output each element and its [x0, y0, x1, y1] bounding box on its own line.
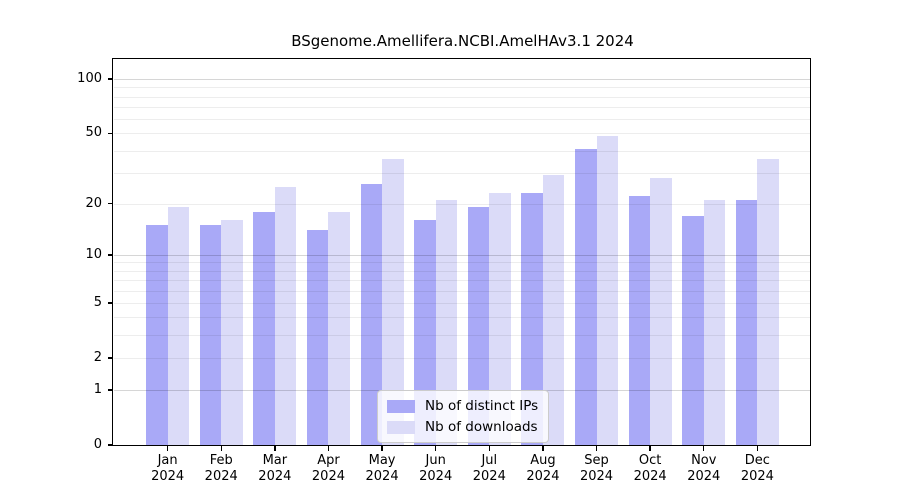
y-tick-mark-5	[108, 302, 113, 304]
y-tick-mark-0	[108, 444, 113, 446]
gridline-80	[114, 96, 811, 98]
bar-downloads-jun	[435, 199, 458, 445]
x-tick-mark-apr	[327, 446, 330, 451]
gridline-20	[114, 203, 811, 205]
bar-distinct-ips-dec	[735, 199, 758, 445]
y-tick-label-10: 10	[85, 246, 102, 262]
gridline-4	[114, 317, 811, 319]
gridline-8	[114, 270, 811, 272]
bar-downloads-feb	[221, 220, 243, 445]
y-tick-label-50: 50	[85, 125, 102, 141]
bar-distinct-ips-may	[360, 183, 383, 445]
y-tick-label-2: 2	[93, 349, 102, 365]
gridline-100	[114, 79, 811, 81]
x-tick-label-oct: Oct 2024	[633, 453, 667, 484]
bar-distinct-ips-jun	[414, 220, 436, 445]
bar-distinct-ips-oct	[628, 196, 651, 445]
bar-downloads-dec	[757, 158, 779, 445]
gridline-40	[114, 150, 811, 152]
legend-swatch-downloads	[387, 420, 415, 434]
gridline-10	[114, 254, 811, 256]
y-tick-label-5: 5	[93, 294, 102, 310]
bar-distinct-ips-apr	[306, 230, 329, 445]
x-tick-label-nov: Nov 2024	[687, 453, 721, 484]
y-tick-label-20: 20	[85, 195, 102, 211]
y-tick-label-100: 100	[77, 71, 102, 87]
bar-distinct-ips-mar	[253, 211, 275, 445]
bar-downloads-apr	[328, 211, 350, 445]
y-tick-mark-50	[108, 132, 113, 134]
x-tick-label-jun: Jun 2024	[419, 453, 453, 484]
bar-downloads-jul	[489, 193, 511, 445]
x-tick-label-dec: Dec 2024	[740, 453, 774, 484]
x-tick-label-may: May 2024	[365, 453, 399, 484]
bar-distinct-ips-nov	[682, 215, 704, 445]
gridline-30	[114, 172, 811, 174]
gridline-6	[114, 290, 811, 292]
gridline-60	[114, 119, 811, 121]
x-tick-mark-jan	[166, 446, 169, 451]
bar-downloads-oct	[650, 177, 672, 445]
x-tick-mark-feb	[220, 446, 222, 451]
x-tick-mark-aug	[542, 446, 544, 451]
gridline-2	[114, 357, 811, 359]
legend-entry-downloads: Nb of downloads	[387, 419, 538, 435]
bar-distinct-ips-feb	[199, 225, 222, 445]
gridline-50	[114, 133, 811, 135]
y-tick-label-0: 0	[93, 437, 102, 452]
plot-area: Nb of distinct IPs Nb of downloads	[114, 60, 811, 445]
bar-distinct-ips-sep	[575, 148, 597, 445]
bar-downloads-mar	[274, 186, 297, 445]
x-tick-mark-sep	[595, 446, 598, 451]
legend: Nb of distinct IPs Nb of downloads	[377, 390, 550, 443]
gridline-5	[114, 302, 811, 304]
y-tick-mark-100	[108, 78, 113, 80]
chart-title: BSgenome.Amellifera.NCBI.AmelHAv3.1 2024	[291, 32, 634, 50]
bar-downloads-sep	[596, 136, 619, 445]
x-tick-label-sep: Sep 2024	[579, 453, 614, 484]
legend-label-downloads: Nb of downloads	[425, 419, 538, 435]
bar-distinct-ips-aug	[521, 193, 543, 445]
x-tick-mark-may	[381, 446, 383, 451]
y-tick-label-1: 1	[93, 382, 102, 398]
legend-entry-distinct-ips: Nb of distinct IPs	[387, 398, 538, 414]
gridline-70	[114, 106, 811, 108]
x-tick-mark-mar	[274, 446, 276, 451]
x-tick-mark-jul	[488, 446, 490, 451]
gridline-90	[114, 87, 811, 89]
bar-distinct-ips-jan	[146, 225, 168, 445]
x-tick-label-jul: Jul 2024	[472, 453, 506, 484]
x-tick-mark-jun	[434, 446, 437, 451]
bar-downloads-nov	[703, 199, 726, 445]
x-tick-mark-dec	[756, 446, 759, 451]
x-tick-label-apr: Apr 2024	[311, 453, 345, 484]
bar-downloads-aug	[542, 175, 565, 445]
x-tick-label-aug: Aug 2024	[526, 453, 560, 484]
legend-label-distinct-ips: Nb of distinct IPs	[425, 398, 539, 414]
y-tick-mark-2	[108, 357, 113, 359]
gridline-7	[114, 280, 811, 282]
bar-downloads-jan	[167, 207, 190, 445]
gridline-9	[114, 262, 811, 264]
x-tick-label-feb: Feb 2024	[204, 453, 238, 484]
x-tick-label-jan: Jan 2024	[151, 453, 185, 484]
x-tick-mark-nov	[703, 446, 705, 451]
x-tick-mark-oct	[649, 446, 651, 451]
gridline-3	[114, 335, 811, 337]
legend-swatch-distinct-ips	[387, 399, 415, 413]
bar-downloads-may	[382, 158, 404, 445]
y-tick-mark-1	[108, 389, 113, 391]
y-tick-mark-20	[108, 202, 113, 205]
y-tick-mark-10	[108, 254, 113, 256]
x-tick-label-mar: Mar 2024	[258, 453, 292, 484]
bar-distinct-ips-jul	[467, 207, 490, 445]
